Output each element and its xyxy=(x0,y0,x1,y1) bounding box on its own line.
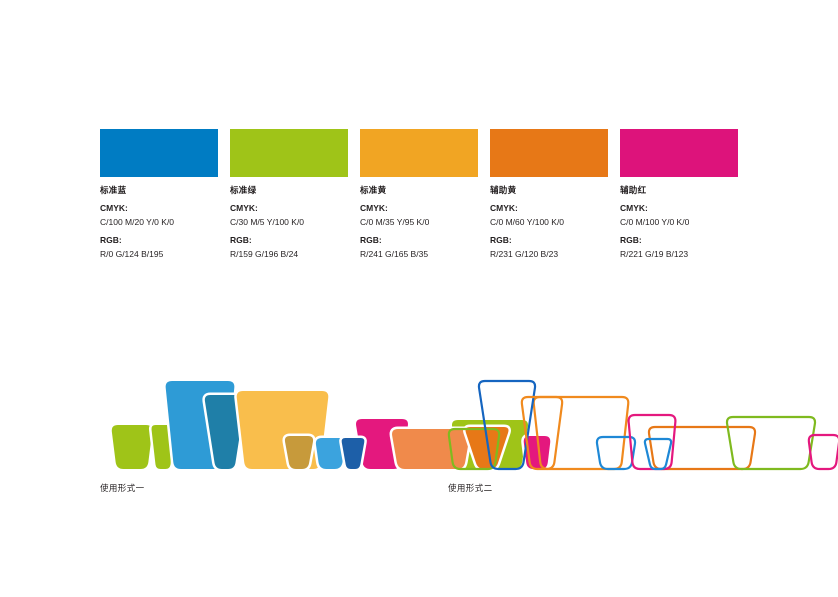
cup-blue-outline-small-shape xyxy=(595,435,637,471)
cup-blue-outline-small xyxy=(595,435,637,471)
cmyk-value: C/0 M/100 Y/0 K/0 xyxy=(620,217,690,227)
cup-magenta-outline-small-shape xyxy=(807,433,838,471)
cmyk-label: CMYK: xyxy=(360,202,388,213)
cup-skyblue-small-shape xyxy=(315,438,346,469)
color-swatch-name: 辅助红 xyxy=(620,185,647,195)
cmyk-value: C/0 M/60 Y/100 K/0 xyxy=(490,217,565,227)
swatch-block: 标准黄 CMYK: C/0 M/35 Y/95 K/0 RGB: R/241 G/165… xyxy=(360,129,478,259)
rgb-label: RGB: xyxy=(360,234,382,245)
color-swatch-chip xyxy=(100,129,218,177)
cup-orange-outline-wide xyxy=(532,395,630,471)
cup-orange-outline-tall-shape xyxy=(520,395,564,471)
cup-blue-outline-tall-shape xyxy=(477,379,537,471)
cup-orange-outline-long-shape xyxy=(647,425,757,471)
cmyk-value: C/0 M/35 Y/95 K/0 xyxy=(360,217,430,227)
cup-olive-small xyxy=(282,433,316,472)
cup-darkblue-small xyxy=(339,435,367,472)
swatch-block: 辅助红 CMYK: C/0 M/100 Y/0 K/0 RGB: R/221 G/19 … xyxy=(620,129,738,259)
cup-orange-outline-long xyxy=(647,425,757,471)
color-palette-row: 标准蓝 CMYK: C/100 M/20 Y/0 K/0 RGB: R/0 G/124 … xyxy=(100,129,800,269)
rgb-label: RGB: xyxy=(490,234,512,245)
rgb-value: R/221 G/19 B/123 xyxy=(620,249,689,259)
cup-orange-outline-tall xyxy=(520,395,564,471)
swatch-block: 辅助黄 CMYK: C/0 M/60 Y/100 K/0 RGB: R/231 G/12… xyxy=(490,129,608,259)
rgb-label: RGB: xyxy=(100,234,122,245)
cup-yellow-large-shape xyxy=(236,391,329,469)
cup-green-small-left-shape xyxy=(111,425,153,469)
color-swatch-name: 标准黄 xyxy=(360,185,387,195)
cmyk-label: CMYK: xyxy=(490,202,518,213)
color-swatch-name: 辅助黄 xyxy=(490,185,517,195)
cup-green-outline-left xyxy=(447,427,501,471)
rgb-value: R/231 G/120 B/23 xyxy=(490,249,559,259)
cup-orange-outline-wide-shape xyxy=(532,395,630,471)
cup-teal-tall-shape xyxy=(204,395,246,469)
cmyk-label: CMYK: xyxy=(100,202,128,213)
color-swatch-name: 标准蓝 xyxy=(100,185,127,195)
color-swatch-name: 标准绿 xyxy=(230,185,257,195)
color-swatch-chip xyxy=(620,129,738,177)
cup-olive-small-shape xyxy=(284,436,314,469)
rgb-value: R/159 G/196 B/24 xyxy=(230,249,299,259)
cup-green-small-left xyxy=(109,422,155,472)
rgb-value: R/0 G/124 B/195 xyxy=(100,249,164,259)
cmyk-label: CMYK: xyxy=(230,202,258,213)
rgb-label: RGB: xyxy=(230,234,252,245)
cmyk-value: C/100 M/20 Y/0 K/0 xyxy=(100,217,175,227)
illustration-filled-svg xyxy=(109,378,553,472)
cup-blue-outline-tall xyxy=(477,379,537,471)
cup-magenta-outline-small xyxy=(807,433,838,471)
cup-green-outline-right xyxy=(725,415,817,471)
cup-green-outline-right-shape xyxy=(725,415,817,471)
usage-illustration-outline xyxy=(445,378,838,477)
rgb-label: RGB: xyxy=(620,234,642,245)
cup-darkblue-small-shape xyxy=(341,438,365,469)
swatch-block: 标准绿 CMYK: C/30 M/5 Y/100 K/0 RGB: R/159 G/19… xyxy=(230,129,348,259)
usage-illustration-filled xyxy=(100,378,554,477)
rgb-value: R/241 G/165 B/35 xyxy=(360,249,429,259)
swatch-block: 标准蓝 CMYK: C/100 M/20 Y/0 K/0 RGB: R/0 G/124 … xyxy=(100,129,218,259)
cmyk-label: CMYK: xyxy=(620,202,648,213)
cup-green-outline-left-shape xyxy=(447,427,501,471)
usage-caption-outline: 使用形式二 xyxy=(448,483,493,493)
cmyk-value: C/30 M/5 Y/100 K/0 xyxy=(230,217,305,227)
color-swatch-chip xyxy=(490,129,608,177)
color-swatch-chip xyxy=(360,129,478,177)
illustration-outline-svg xyxy=(447,379,838,471)
cup-blue-outline-tiny xyxy=(643,437,673,471)
cup-blue-outline-tiny-shape xyxy=(643,437,673,471)
cup-yellow-large xyxy=(234,388,331,472)
usage-caption-filled: 使用形式一 xyxy=(100,483,145,493)
color-swatch-chip xyxy=(230,129,348,177)
